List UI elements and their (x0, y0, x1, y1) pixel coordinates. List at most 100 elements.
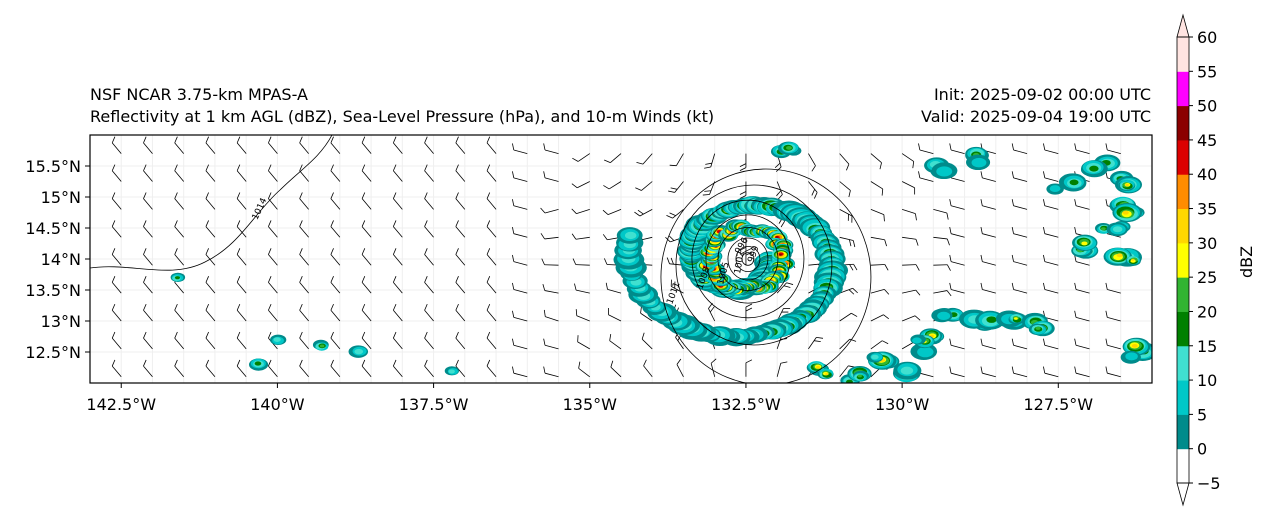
wind-barb (643, 359, 653, 378)
wind-barb (174, 359, 185, 378)
wind-barb (330, 303, 341, 322)
lon-axis: 142.5°W 140°W 137.5°W 135°W 132.5°W 130°W 127.… (86, 383, 1093, 414)
wind-barb (808, 181, 818, 199)
wind-barb (392, 192, 403, 210)
wind-barb (949, 143, 965, 154)
colorbar-tick-label: 10 (1197, 371, 1217, 390)
wind-barb (776, 181, 783, 200)
valid-time: Valid: 2025-09-04 19:00 UTC (920, 107, 1151, 126)
wind-barb (268, 136, 278, 154)
convective-cell (1131, 343, 1138, 348)
wind-barb (174, 192, 185, 210)
wind-barb (1105, 282, 1121, 294)
convective-cell (1125, 352, 1138, 361)
wind-barb (361, 303, 372, 322)
wind-barb (636, 153, 653, 165)
colorbar-swatch (1177, 380, 1189, 415)
isobar-line (741, 252, 755, 266)
wind-barb (949, 254, 965, 266)
lat-tick-label: 14°N (41, 250, 81, 269)
convective-cell (815, 366, 820, 369)
wind-barb (424, 303, 434, 322)
wind-barb (236, 164, 247, 182)
wind-barb (571, 208, 590, 215)
wind-barb (933, 209, 949, 220)
wind-barb (361, 276, 372, 294)
wind-barb (980, 227, 996, 238)
wind-barb (1043, 254, 1059, 266)
colorbar-swatch (1177, 414, 1189, 450)
wind-barb (512, 282, 528, 294)
colorbar-extend-min (1176, 482, 1190, 507)
wind-barb (143, 220, 153, 238)
convective-cell (937, 311, 951, 321)
colorbar-swatch (1177, 242, 1189, 278)
wind-barb (949, 338, 965, 350)
wind-barb (1074, 199, 1090, 210)
wind-barb (572, 153, 590, 162)
wind-barb (486, 303, 497, 322)
wind-barb (949, 227, 965, 238)
convective-cell (1125, 183, 1129, 187)
convective-cell (1101, 227, 1106, 231)
wind-barb (455, 331, 466, 350)
wind-barb (1043, 171, 1059, 182)
wind-barb (236, 359, 247, 378)
wind-barb (424, 331, 434, 350)
wind-barb (111, 276, 122, 294)
wind-barb (666, 209, 684, 219)
wind-barb (745, 247, 753, 266)
wind-barb (668, 181, 684, 193)
isobar-label: 1002 (733, 251, 747, 275)
colorbar-tick-label: 55 (1197, 62, 1217, 81)
wind-barb (455, 359, 466, 378)
wind-barb (268, 248, 278, 266)
wind-barb (980, 366, 996, 378)
wind-barb (776, 361, 788, 377)
wind-barb (299, 303, 309, 322)
wind-barb (1074, 254, 1090, 266)
wind-barb (739, 237, 747, 255)
convective-cell (871, 354, 879, 360)
convective-cell (846, 379, 853, 383)
colorbar-label: dBZ (1237, 246, 1256, 278)
wind-barb (512, 227, 528, 238)
wind-barb (111, 164, 122, 182)
colorbar-tick-label: 25 (1197, 268, 1217, 287)
wind-barb (486, 164, 497, 182)
wind-barb (870, 209, 885, 222)
wind-barb (669, 153, 684, 167)
wind-barb (512, 171, 528, 182)
wind-barb (143, 276, 153, 294)
wind-barb (604, 153, 622, 164)
convective-cell (1013, 317, 1018, 320)
model-title: NSF NCAR 3.75-km MPAS-A (90, 85, 308, 104)
wind-barb (1011, 366, 1028, 378)
isobar-line (727, 237, 769, 281)
wind-barb (361, 220, 372, 238)
wind-barb (980, 254, 996, 266)
colorbar-swatch (1177, 208, 1189, 244)
wind-barb (392, 303, 403, 322)
wind-barb (111, 248, 122, 266)
wind-barb (174, 220, 185, 238)
wind-barb (543, 171, 559, 182)
wind-barb (143, 136, 153, 154)
lon-tick-label: 140°W (250, 395, 305, 414)
colorbar-swatch (1177, 71, 1189, 107)
colorbar-tick-label: −5 (1197, 474, 1221, 493)
wind-barb (901, 209, 917, 221)
wind-barb (205, 220, 216, 238)
wind-barb (361, 331, 372, 350)
wind-barb (111, 359, 122, 378)
convective-cell (1081, 241, 1088, 246)
wind-barb (1011, 199, 1028, 210)
wind-barb (1043, 143, 1059, 154)
colorbar-tick-label: 0 (1197, 440, 1207, 459)
wind-barb (299, 331, 309, 350)
wind-barb (543, 338, 559, 350)
wind-barb (641, 332, 653, 350)
wind-barb (205, 331, 216, 350)
wind-barb (424, 164, 434, 182)
